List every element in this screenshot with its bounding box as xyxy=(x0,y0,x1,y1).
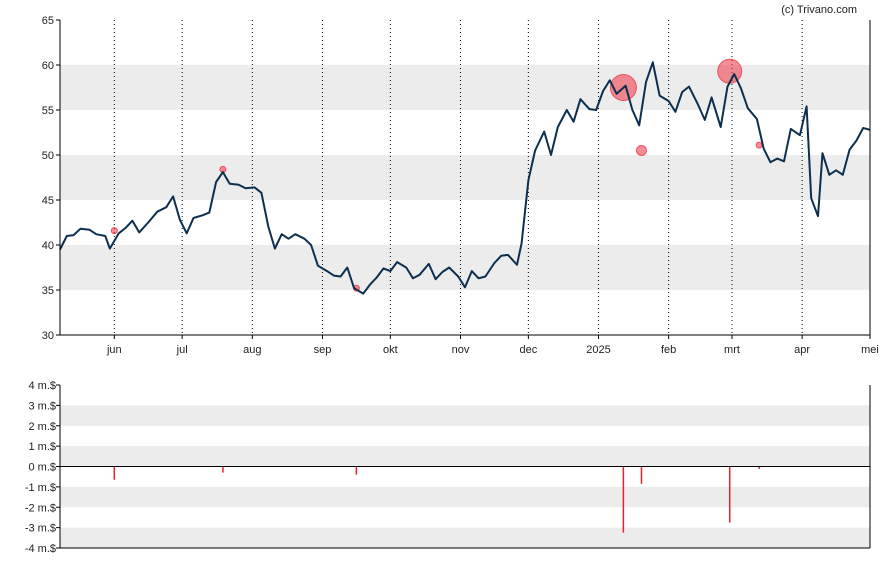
volume-band xyxy=(60,446,870,467)
volume-y-tick-label: 0 m.$ xyxy=(28,462,56,474)
price-y-tick-label: 30 xyxy=(42,330,54,342)
price-y-tick-label: 35 xyxy=(42,285,54,297)
price-x-tick-label: apr xyxy=(794,344,810,356)
volume-bar xyxy=(113,466,116,480)
volume-y-tick-label: 4 m.$ xyxy=(28,380,56,392)
price-x-ticks: jun jul aug sep okt nov dec 2025 feb mrt apr mei xyxy=(106,335,879,356)
price-x-tick-label: feb xyxy=(661,344,676,356)
volume-bar xyxy=(222,466,224,473)
volume-bars xyxy=(113,466,760,533)
price-x-tick-label: jul xyxy=(176,344,188,356)
price-band xyxy=(60,245,870,290)
volume-y-tick-label: -4 m.$ xyxy=(25,543,56,555)
price-x-tick-label: sep xyxy=(314,344,332,356)
watermark: (c) Trivano.com xyxy=(781,4,857,16)
trade-marker xyxy=(110,227,118,235)
volume-band xyxy=(60,486,870,508)
volume-y-tick-label: -2 m.$ xyxy=(25,502,56,514)
price-line-group xyxy=(59,61,871,295)
price-y-tick-label: 45 xyxy=(42,195,54,207)
price-x-tick-label: 2025 xyxy=(586,344,610,356)
volume-y-ticks: 4 m.$ 3 m.$ 2 m.$ 1 m.$ 0 m.$ -1 m.$ -2 m.$ -3 … xyxy=(25,380,60,555)
price-x-tick-label: dec xyxy=(519,344,537,356)
volume-bar xyxy=(355,466,358,475)
price-y-ticks: 30 35 40 45 50 55 60 65 xyxy=(42,15,60,342)
volume-band xyxy=(60,405,870,426)
price-band xyxy=(60,155,870,200)
price-x-tick-label: okt xyxy=(383,344,398,356)
price-y-tick-label: 55 xyxy=(42,105,54,117)
price-x-tick-label: mei xyxy=(861,344,879,356)
volume-bar xyxy=(640,466,643,484)
trade-marker xyxy=(755,141,763,149)
volume-bands xyxy=(60,405,870,548)
price-line xyxy=(59,61,871,295)
volume-bar xyxy=(622,466,625,533)
trade-marker xyxy=(717,58,743,84)
price-bands xyxy=(60,65,870,290)
trade-marker xyxy=(635,145,647,156)
price-x-tick-label: aug xyxy=(243,344,261,356)
volume-y-tick-label: -1 m.$ xyxy=(25,482,56,494)
volume-band xyxy=(60,527,870,548)
volume-y-tick-label: 1 m.$ xyxy=(28,441,56,453)
volume-y-tick-label: 2 m.$ xyxy=(28,421,56,433)
price-y-tick-label: 60 xyxy=(42,60,54,72)
price-y-tick-label: 40 xyxy=(42,240,54,252)
volume-frame xyxy=(59,385,871,549)
volume-y-tick-label: 3 m.$ xyxy=(28,400,56,412)
volume-bar xyxy=(728,466,731,523)
price-y-tick-label: 65 xyxy=(42,15,54,27)
price-x-tick-label: jun xyxy=(106,344,122,356)
price-band xyxy=(60,65,870,110)
price-y-tick-label: 50 xyxy=(42,150,54,162)
volume-y-tick-label: -3 m.$ xyxy=(25,523,56,535)
volume-bar xyxy=(758,466,760,469)
price-x-tick-label: nov xyxy=(452,344,470,356)
price-frame xyxy=(59,20,871,336)
price-x-tick-label: mrt xyxy=(724,344,740,356)
